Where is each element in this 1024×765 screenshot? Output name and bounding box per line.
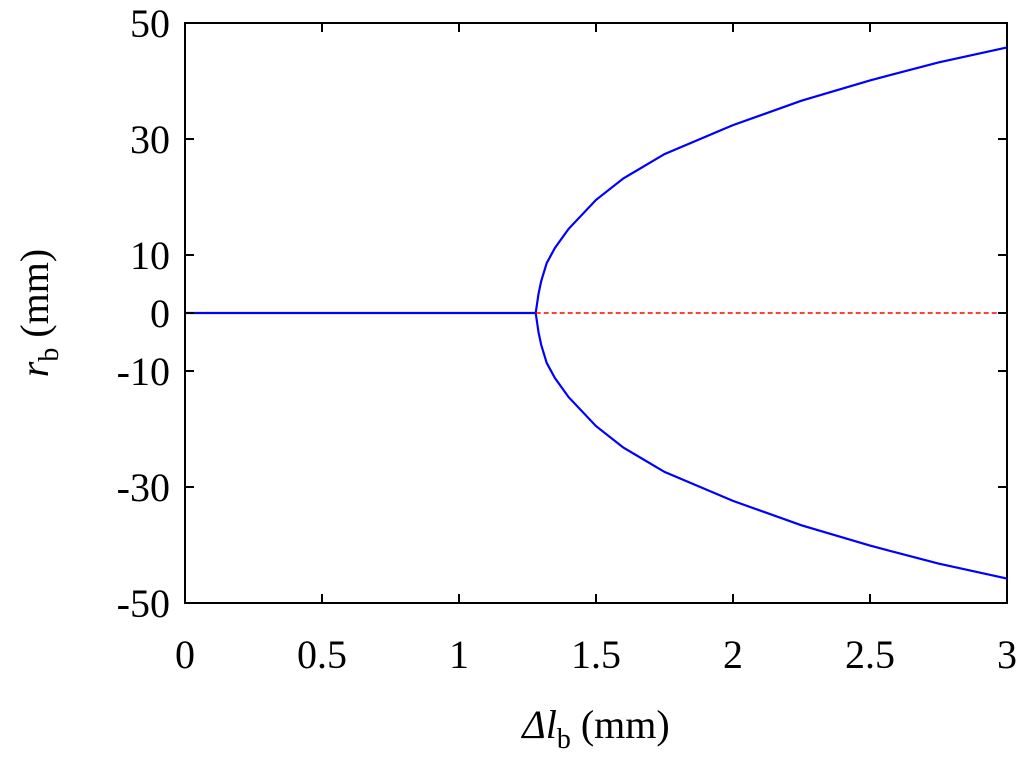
x-tick-label: 1 <box>449 632 469 677</box>
x-tick-label: 3 <box>997 632 1017 677</box>
stable-branch-line-2 <box>534 312 1008 580</box>
y-tick-label: -30 <box>117 465 170 510</box>
x-tick-label: 0 <box>175 632 195 677</box>
y-tick-label: -50 <box>117 581 170 626</box>
x-tick-label: 2.5 <box>845 632 895 677</box>
y-tick-label: 50 <box>130 1 170 46</box>
stable-branch-line-1 <box>534 46 1008 314</box>
y-axis-label: rb (mm) <box>12 249 65 377</box>
x-tick-label: 2 <box>723 632 743 677</box>
x-axis-label: Δlb (mm) <box>520 702 669 755</box>
x-tick-label: 1.5 <box>571 632 621 677</box>
y-tick-label: -10 <box>117 349 170 394</box>
y-tick-label: 0 <box>150 291 170 336</box>
x-tick-label: 0.5 <box>297 632 347 677</box>
series-layer <box>185 46 1008 580</box>
tick-layer: 0 0.5 1 1.5 2 2.5 3 50 30 10 0 -10 -30 -50 <box>117 1 1017 677</box>
y-tick-label: 30 <box>130 117 170 162</box>
y-tick-label: 10 <box>130 233 170 278</box>
